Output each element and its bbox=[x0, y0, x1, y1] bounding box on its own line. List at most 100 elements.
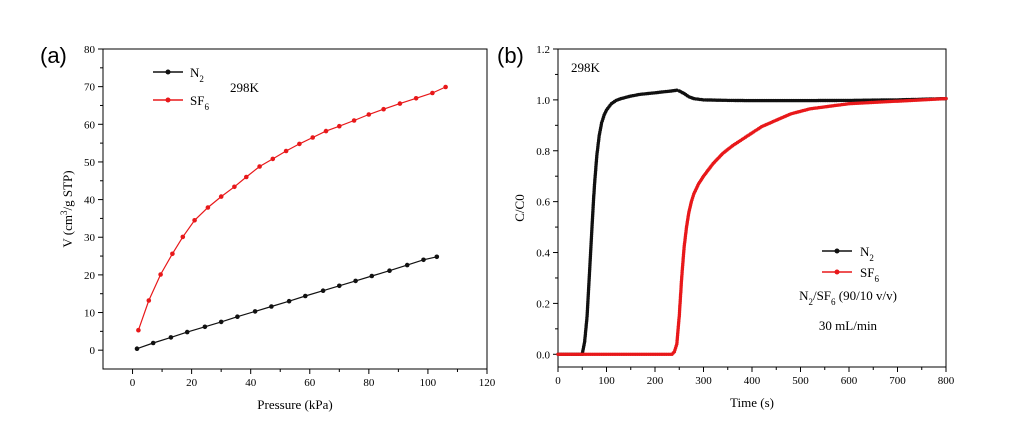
legend-marker-sf6 bbox=[165, 97, 171, 103]
data-point-sf6 bbox=[443, 84, 448, 90]
data-point-sf6 bbox=[270, 156, 276, 162]
series-line-n2 bbox=[558, 89, 947, 355]
x-axis-title: Time (s) bbox=[730, 395, 774, 410]
legend-label-n2: N2 bbox=[860, 244, 874, 263]
y-tick-label: 80 bbox=[84, 44, 96, 56]
data-point-n2 bbox=[404, 262, 410, 268]
panel-label: (a) bbox=[40, 43, 67, 68]
data-point-n2 bbox=[303, 293, 308, 299]
data-point-sf6 bbox=[257, 164, 262, 169]
data-point-sf6 bbox=[180, 234, 186, 240]
legend-marker-n2 bbox=[165, 69, 171, 75]
data-point-sf6 bbox=[430, 90, 435, 96]
y-tick-label: 0 bbox=[90, 345, 96, 357]
x-tick-label: 200 bbox=[647, 375, 664, 387]
panel-label: (b) bbox=[497, 43, 524, 68]
y-tick-label: 20 bbox=[84, 270, 96, 282]
data-point-n2 bbox=[202, 324, 208, 330]
condition-note: N2/SF6 (90/10 v/v) bbox=[799, 288, 897, 307]
y-axis-title: V (cm3/g STP) bbox=[59, 170, 75, 247]
data-point-sf6 bbox=[413, 96, 419, 101]
y-tick-label: 1.2 bbox=[536, 44, 550, 56]
y-tick-label: 0.4 bbox=[536, 248, 550, 260]
data-point-n2 bbox=[337, 283, 342, 289]
data-point-sf6 bbox=[310, 135, 316, 140]
data-point-n2 bbox=[369, 273, 375, 279]
data-point-sf6 bbox=[170, 251, 175, 257]
data-point-sf6 bbox=[192, 218, 197, 223]
x-tick-label: 100 bbox=[420, 377, 437, 389]
x-tick-label: 400 bbox=[744, 375, 761, 387]
y-tick-label: 0.6 bbox=[536, 197, 550, 209]
x-tick-label: 600 bbox=[841, 375, 858, 387]
y-tick-label: 40 bbox=[84, 195, 96, 207]
data-point-sf6 bbox=[136, 327, 141, 333]
data-point-n2 bbox=[134, 346, 140, 352]
y-tick-label: 1.0 bbox=[536, 95, 550, 107]
data-point-sf6 bbox=[337, 123, 342, 129]
data-point-n2 bbox=[252, 309, 258, 314]
y-tick-label: 0.0 bbox=[536, 349, 550, 361]
data-point-n2 bbox=[184, 329, 190, 335]
data-point-n2 bbox=[269, 304, 274, 309]
data-point-n2 bbox=[434, 254, 440, 260]
y-tick-label: 70 bbox=[84, 82, 96, 94]
y-tick-label: 0.8 bbox=[536, 146, 550, 158]
series-line-sf6 bbox=[558, 98, 947, 355]
x-tick-label: 60 bbox=[304, 377, 316, 389]
series-line-sf6 bbox=[137, 86, 446, 331]
data-point-n2 bbox=[235, 314, 240, 320]
data-point-sf6 bbox=[397, 101, 403, 106]
x-tick-label: 0 bbox=[130, 377, 136, 389]
y-tick-label: 50 bbox=[84, 157, 96, 169]
data-point-sf6 bbox=[366, 112, 372, 117]
y-tick-label: 60 bbox=[84, 119, 96, 131]
x-tick-label: 100 bbox=[598, 375, 615, 387]
data-point-n2 bbox=[421, 257, 426, 263]
data-point-sf6 bbox=[232, 184, 237, 190]
x-tick-label: 120 bbox=[479, 377, 496, 389]
series-sf6-b bbox=[556, 96, 948, 356]
series-line-n2 bbox=[136, 256, 437, 350]
condition-note: 30 mL/min bbox=[819, 318, 878, 333]
legend-label-sf6: SF6 bbox=[860, 265, 879, 284]
data-point-sf6 bbox=[323, 128, 329, 134]
y-tick-label: 30 bbox=[84, 232, 96, 244]
x-tick-label: 0 bbox=[555, 375, 561, 387]
data-point-sf6 bbox=[205, 205, 211, 210]
data-point-n2 bbox=[286, 298, 292, 304]
data-point-sf6 bbox=[146, 298, 152, 303]
legend-label-n2: N2 bbox=[190, 65, 204, 84]
data-point-sf6 bbox=[244, 174, 249, 180]
x-tick-label: 80 bbox=[363, 377, 375, 389]
x-tick-label: 40 bbox=[245, 377, 257, 389]
temperature-annotation: 298K bbox=[230, 80, 260, 95]
data-point-sf6 bbox=[158, 272, 163, 277]
temperature-annotation: 298K bbox=[571, 60, 601, 75]
x-axis-title: Pressure (kPa) bbox=[257, 397, 332, 412]
panel-a: 0 20 40 60 80 100 120 0 10 20 30 40 50 60 70 80 Pressure… bbox=[40, 43, 496, 412]
data-point-sf6 bbox=[381, 106, 386, 112]
y-axis-title: C/C0 bbox=[512, 194, 527, 221]
series-n2-a bbox=[134, 254, 440, 352]
series-sf6-a bbox=[136, 84, 448, 333]
y-tick-label: 0.2 bbox=[536, 298, 550, 310]
data-point-n2 bbox=[168, 335, 174, 340]
x-tick-label: 700 bbox=[889, 375, 906, 387]
y-tick-label: 10 bbox=[84, 308, 96, 320]
x-tick-label: 300 bbox=[695, 375, 712, 387]
data-point-n2 bbox=[320, 288, 326, 294]
data-point-sf6 bbox=[297, 141, 302, 147]
data-point-n2 bbox=[150, 340, 156, 346]
data-point-sf6 bbox=[944, 96, 948, 101]
legend-marker-n2 bbox=[834, 248, 840, 254]
series-n2-b bbox=[556, 88, 948, 356]
data-point-sf6 bbox=[351, 118, 357, 123]
data-point-sf6 bbox=[218, 194, 224, 199]
plot-frame-a bbox=[102, 48, 488, 370]
plot-frame-b bbox=[557, 48, 947, 368]
data-point-n2 bbox=[353, 278, 358, 284]
